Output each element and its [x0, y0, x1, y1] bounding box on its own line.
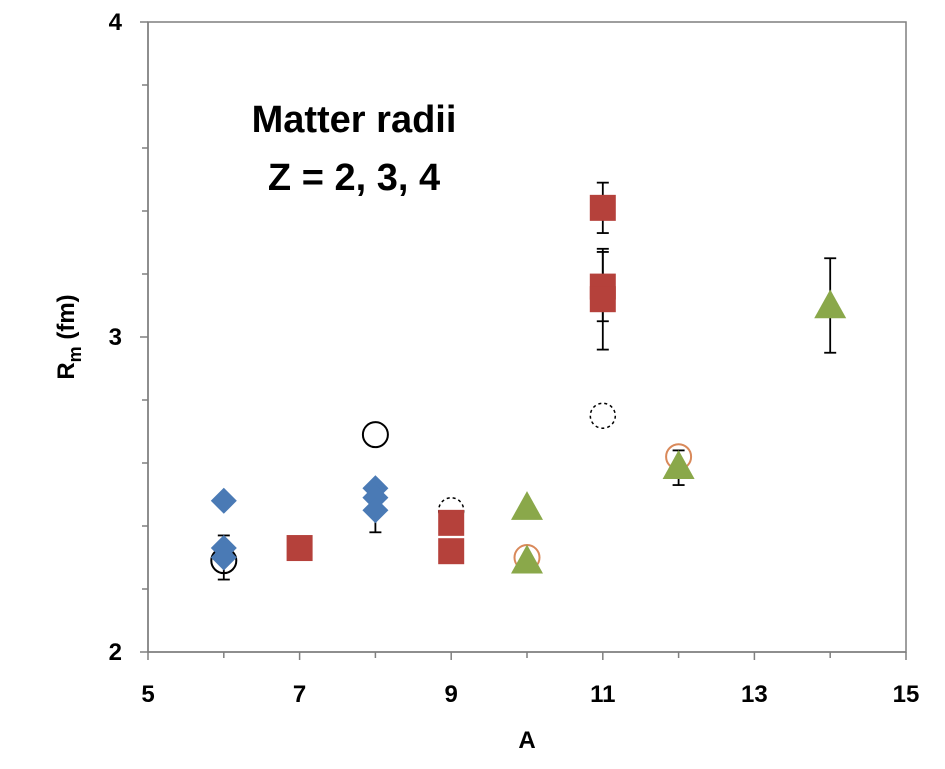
y-axis-title-main: R	[53, 362, 80, 379]
square-marker	[589, 194, 616, 221]
triangle-marker	[662, 450, 695, 479]
y-tick-label: 2	[109, 639, 122, 666]
x-tick-label: 15	[893, 681, 920, 708]
square-marker	[286, 535, 313, 562]
square-marker	[589, 286, 616, 313]
square-marker	[438, 509, 465, 536]
diamond-marker	[362, 497, 389, 524]
triangle-marker	[814, 289, 847, 319]
y-axis-title: Rm (fm)	[53, 294, 85, 379]
x-tick-label: 9	[445, 681, 458, 708]
triangle-marker	[511, 544, 543, 574]
x-tick-label: 13	[741, 681, 768, 708]
y-axis-title-subscript: m	[65, 346, 85, 362]
square-marker	[438, 538, 465, 565]
open-circle-marker	[361, 421, 389, 449]
x-tick-label: 7	[293, 681, 306, 708]
x-tick-label: 11	[590, 681, 615, 708]
diamond-marker	[210, 487, 237, 514]
diamond-marker	[210, 544, 237, 571]
x-axis-title: A	[518, 727, 535, 754]
axes-layer: 2 3 4 5 7 9 11 13 15	[109, 9, 920, 708]
y-axis-title-unit: (fm)	[53, 294, 80, 346]
annotation-line-1: Matter radii	[252, 99, 457, 141]
dashed-circle-marker	[589, 402, 617, 429]
y-tick-label: 3	[109, 324, 122, 351]
triangle-marker	[511, 491, 543, 520]
marks-layer	[210, 181, 847, 581]
y-tick-label: 4	[109, 9, 123, 36]
x-tick-label: 5	[141, 681, 154, 708]
annotation-line-2: Z = 2, 3, 4	[268, 157, 440, 199]
